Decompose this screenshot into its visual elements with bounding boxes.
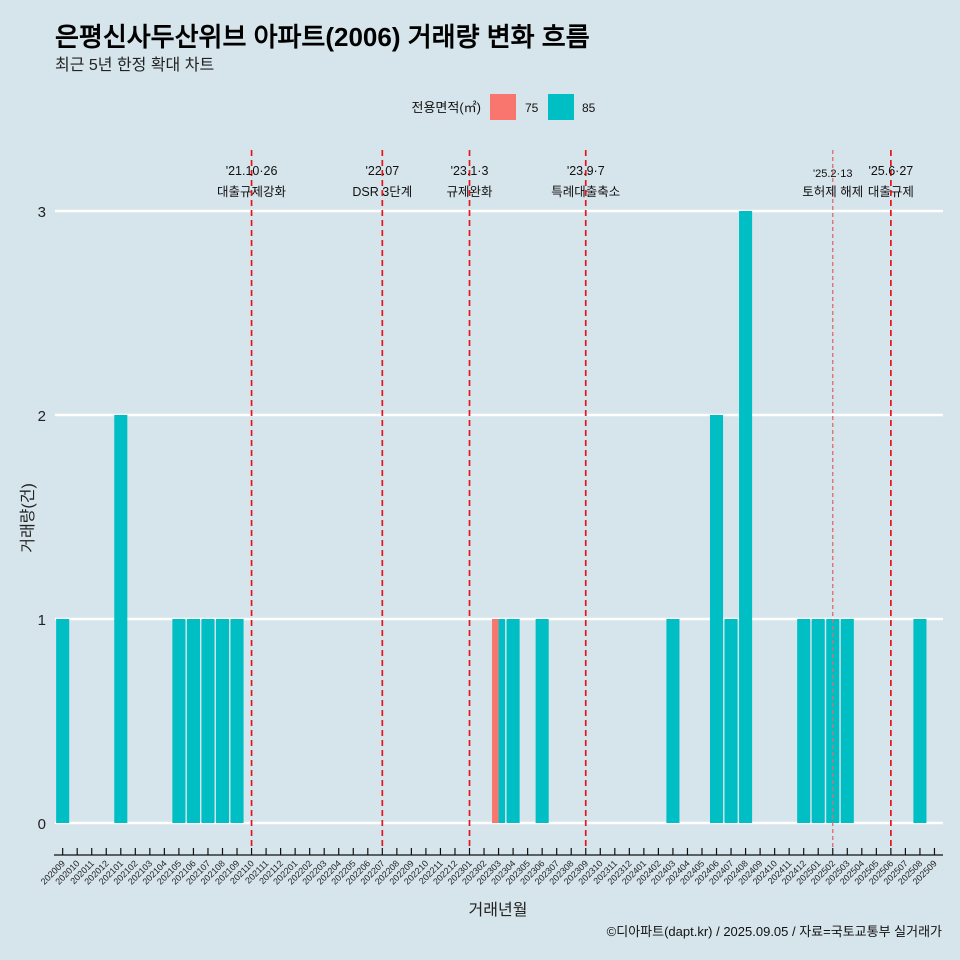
legend-title: 전용면적(㎡) bbox=[412, 100, 482, 115]
bar-202105-85 bbox=[172, 619, 186, 823]
source-caption: ©디아파트(dapt.kr) / 2025.09.05 / 자료=국토교통부 실… bbox=[607, 924, 942, 939]
chart-subtitle: 최근 5년 한정 확대 차트 bbox=[55, 56, 214, 74]
x-axis-title: 거래년월 bbox=[469, 901, 528, 919]
chart-title: 은평신사두산위브 아파트(2006) 거래량 변화 흐름 bbox=[55, 22, 590, 52]
event-date: '23.1·3 bbox=[451, 164, 489, 178]
event-label: 대출규제강화 bbox=[217, 185, 287, 199]
bar-202408-85 bbox=[739, 211, 753, 823]
bar-202108-85 bbox=[215, 619, 230, 823]
legend-label-85: 85 bbox=[582, 101, 596, 115]
bar-202503-85 bbox=[840, 619, 854, 823]
event-label: 대출규제 bbox=[868, 185, 914, 199]
event-label: 특례대출축소 bbox=[551, 185, 620, 199]
bar-202403-85 bbox=[666, 619, 680, 823]
event-label: DSR 3단계 bbox=[352, 185, 412, 199]
bar-202109-85 bbox=[230, 619, 244, 823]
event-date: '21.10·26 bbox=[226, 164, 278, 178]
event-date: '25.2·13 bbox=[813, 168, 852, 180]
bar-202303-75 bbox=[492, 619, 499, 823]
bar-202303-85 bbox=[498, 619, 506, 823]
bar-202107-85 bbox=[201, 619, 215, 823]
bar-202101-85 bbox=[114, 415, 128, 823]
legend: 전용면적(㎡) 75 85 bbox=[412, 94, 596, 120]
y-tick-label: 1 bbox=[38, 612, 46, 629]
y-axis-ticks: 0 1 2 3 bbox=[38, 204, 46, 833]
bars bbox=[56, 211, 927, 823]
bar-202508-85 bbox=[913, 619, 927, 823]
y-axis-title: 거래량(건) bbox=[19, 483, 37, 553]
legend-swatch-85 bbox=[548, 94, 574, 120]
bar-202412-85 bbox=[797, 619, 811, 823]
event-date: '22.07 bbox=[365, 164, 399, 178]
legend-label-75: 75 bbox=[525, 101, 539, 115]
y-tick-label: 2 bbox=[38, 408, 46, 425]
bar-202501-85 bbox=[811, 619, 825, 823]
bar-202106-85 bbox=[186, 619, 200, 823]
event-date: '25.6·27 bbox=[868, 164, 913, 178]
y-tick-label: 3 bbox=[38, 204, 46, 221]
legend-swatch-75 bbox=[490, 94, 516, 120]
y-tick-label: 0 bbox=[38, 816, 46, 833]
bar-202304-85 bbox=[506, 619, 520, 823]
bar-202406-85 bbox=[709, 415, 724, 823]
event-markers: '21.10·26 대출규제강화 '22.07 DSR 3단계 '23.1·3 규제완화 '… bbox=[217, 150, 914, 848]
event-label: 규제완화 bbox=[446, 185, 493, 199]
bar-202306-85 bbox=[535, 619, 549, 823]
event-label: 토허제 해제 bbox=[802, 185, 863, 199]
bar-202407-85 bbox=[724, 619, 738, 823]
event-date: '23.9·7 bbox=[567, 164, 605, 178]
bar-202009-85 bbox=[56, 619, 70, 823]
